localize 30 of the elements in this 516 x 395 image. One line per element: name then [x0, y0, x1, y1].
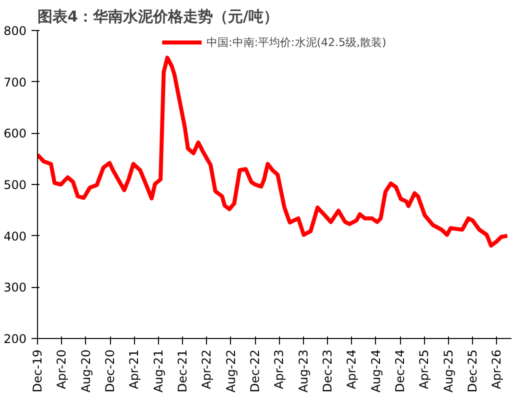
x-tick-label: Apr-22 — [200, 350, 214, 390]
chart-title: 图表4：华南水泥价格走势（元/吨） — [38, 8, 278, 26]
x-tick-label: Aug-22 — [224, 350, 238, 393]
y-tick-label: 700 — [4, 75, 26, 90]
x-tick-label: Aug-24 — [368, 350, 383, 393]
x-tick-label: Dec-19 — [30, 349, 44, 392]
x-tick-label: Dec-20 — [103, 349, 118, 392]
x-tick-label: Apr-21 — [127, 350, 142, 390]
y-tick-label: 200 — [4, 332, 26, 346]
y-tick-label: 600 — [4, 126, 26, 141]
x-tick-label: Aug-20 — [78, 350, 93, 393]
x-tick-label: Aug-21 — [151, 350, 166, 393]
x-tick-label: Apr-26 — [490, 350, 504, 390]
x-tick-label: Aug-25 — [441, 350, 456, 393]
line-series — [38, 56, 510, 248]
legend-label: 中国:中南:平均价:水泥(42.5级,散装) — [206, 34, 386, 50]
x-tick-label: Apr-24 — [344, 350, 359, 390]
y-tick-label: 800 — [4, 24, 26, 38]
x-tick-label: Dec-21 — [176, 349, 190, 392]
x-tick-label: Apr-23 — [272, 350, 286, 390]
x-tick-label: Dec-23 — [320, 349, 334, 392]
x-tick-label: Dec-24 — [393, 349, 408, 392]
x-tick-label: Dec-25 — [466, 349, 480, 392]
x-tick-label: Apr-20 — [54, 350, 69, 390]
y-tick-label: 500 — [4, 178, 26, 192]
x-tick-label: Apr-25 — [417, 350, 432, 390]
x-tick-label: Aug-23 — [296, 350, 310, 393]
y-tick-label: 300 — [4, 280, 26, 295]
y-tick-label: 400 — [4, 229, 26, 244]
x-tick-label: Dec-22 — [248, 349, 262, 392]
